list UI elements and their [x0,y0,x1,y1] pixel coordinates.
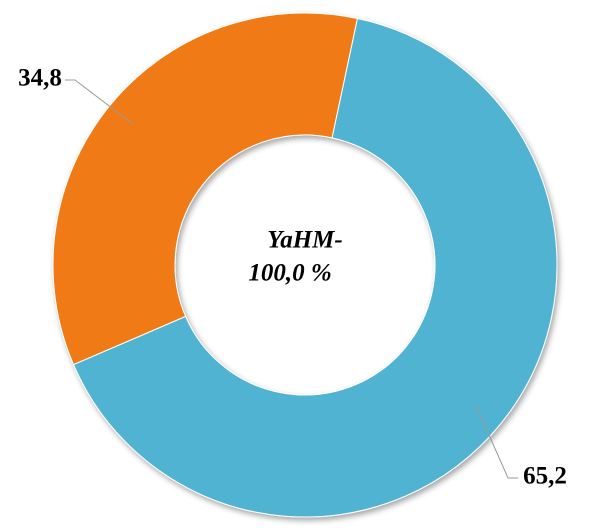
data-label: 65,2 [523,463,567,490]
leader-line [475,404,518,479]
data-label: 34,8 [18,65,62,92]
donut-slice [72,17,558,518]
center-label: 100,0 % [248,260,331,287]
donut-slice [52,12,358,366]
center-label: YaHM- [267,227,342,254]
donut [52,12,558,518]
leader-line [65,79,135,126]
